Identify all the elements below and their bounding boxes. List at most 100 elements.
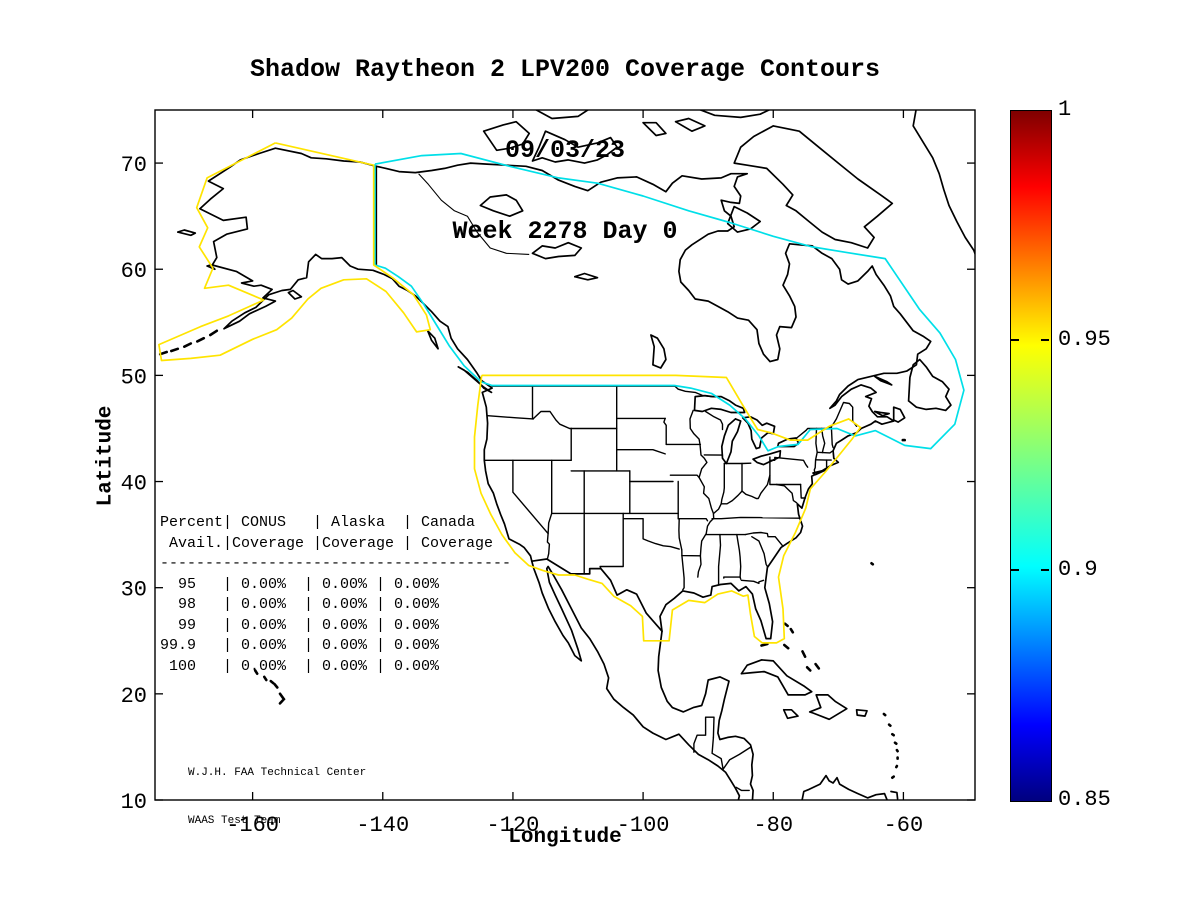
x-tick-label: -100 (617, 813, 670, 838)
island-outline (426, 329, 439, 350)
state-border (531, 385, 534, 420)
us-canada-border-east (796, 401, 858, 439)
alaska-coverage-contour (158, 142, 432, 362)
lake-outline (531, 241, 583, 260)
mainland-coastline (199, 147, 932, 800)
country-border (722, 746, 752, 770)
attribution: W.J.H. FAA Technical Center WAAS Test Te… (188, 733, 366, 861)
island-outline (698, 110, 771, 119)
state-border (677, 480, 683, 551)
small-island (782, 643, 790, 650)
y-tick-label: 70 (121, 153, 147, 178)
x-axis-label: Longitude (508, 826, 622, 849)
small-island (789, 627, 795, 634)
island-outline (890, 790, 899, 800)
lake-outline (573, 272, 599, 281)
state-border (821, 427, 826, 454)
small-island (783, 622, 789, 628)
island-outline (531, 130, 618, 164)
island-outline (892, 406, 906, 423)
small-island (209, 329, 219, 337)
small-island (890, 732, 896, 737)
state-border (741, 474, 771, 500)
us-mexico-border (530, 558, 663, 633)
state-border (740, 579, 765, 585)
attribution-line-1: W.J.H. FAA Technical Center (188, 767, 367, 779)
state-border (816, 450, 834, 454)
small-island (814, 662, 821, 670)
colorbar-tick (1011, 569, 1019, 571)
small-island (870, 561, 875, 566)
colorbar-tick (1041, 339, 1049, 341)
island-outline (801, 774, 888, 800)
state-border (769, 456, 802, 486)
state-border (677, 518, 709, 522)
state-border (663, 417, 667, 446)
colorbar-tick-label: 1 (1058, 97, 1072, 122)
small-island (760, 642, 769, 647)
state-border (512, 459, 551, 560)
us-canada-border-west (674, 385, 713, 398)
lake-outline (720, 418, 742, 465)
y-tick-label: 40 (121, 472, 147, 497)
state-border (689, 409, 715, 578)
y-tick-label: 20 (121, 684, 147, 709)
state-border (681, 554, 685, 591)
small-island (895, 748, 899, 753)
small-island (262, 675, 268, 682)
state-border (616, 449, 666, 455)
river (418, 173, 530, 255)
state-border (720, 462, 725, 505)
state-border (744, 531, 784, 547)
state-border (799, 483, 807, 499)
x-tick-label: -140 (356, 813, 409, 838)
island-outline (642, 121, 667, 137)
island-outline (457, 366, 493, 394)
y-axis-label: Latitude (94, 405, 118, 507)
island-outline (287, 289, 303, 300)
island-outline (733, 125, 894, 249)
title-line-3: Week 2278 Day 0 (452, 217, 678, 246)
island-outline (176, 229, 197, 237)
state-border (717, 533, 722, 586)
island-outline (873, 375, 893, 386)
map-layers (158, 110, 975, 800)
state-border (751, 536, 769, 568)
state-border (704, 410, 724, 431)
y-tick-label: 60 (121, 259, 147, 284)
state-border (669, 474, 700, 479)
small-island (882, 712, 887, 717)
country-border (735, 786, 750, 792)
title-line-1: Shadow Raytheon 2 LPV200 Coverage Contou… (249, 55, 881, 84)
state-border (723, 576, 741, 579)
state-border (769, 456, 809, 468)
attribution-line-2: WAAS Test Team (188, 815, 281, 827)
lake-outline (752, 449, 782, 466)
small-island (894, 764, 899, 769)
small-island (890, 775, 896, 780)
axis-ticks: -160 -140 -120 -100 -80 -60 70 60 50 40 30 20 10 (121, 110, 975, 838)
colorbar-tick-label: 0.85 (1058, 787, 1111, 812)
y-tick-label: 30 (121, 578, 147, 603)
island-outline (782, 708, 799, 720)
small-island (805, 665, 812, 672)
country-border (711, 736, 724, 770)
island-outline (912, 110, 975, 256)
state-border (622, 518, 680, 550)
small-island (253, 669, 259, 676)
small-island (183, 342, 193, 349)
island-outline (855, 708, 868, 717)
small-island (887, 723, 892, 728)
small-island (158, 350, 168, 356)
colorbar-tick (1041, 569, 1049, 571)
x-tick-label: -60 (884, 813, 924, 838)
state-border (775, 483, 798, 504)
small-island (170, 347, 180, 353)
island-outline (907, 358, 952, 412)
colorbar-tick-label: 0.95 (1058, 327, 1111, 352)
x-tick-label: -160 (226, 813, 279, 838)
state-border (681, 549, 702, 557)
small-island (273, 682, 279, 689)
y-tick-label: 50 (121, 365, 147, 390)
